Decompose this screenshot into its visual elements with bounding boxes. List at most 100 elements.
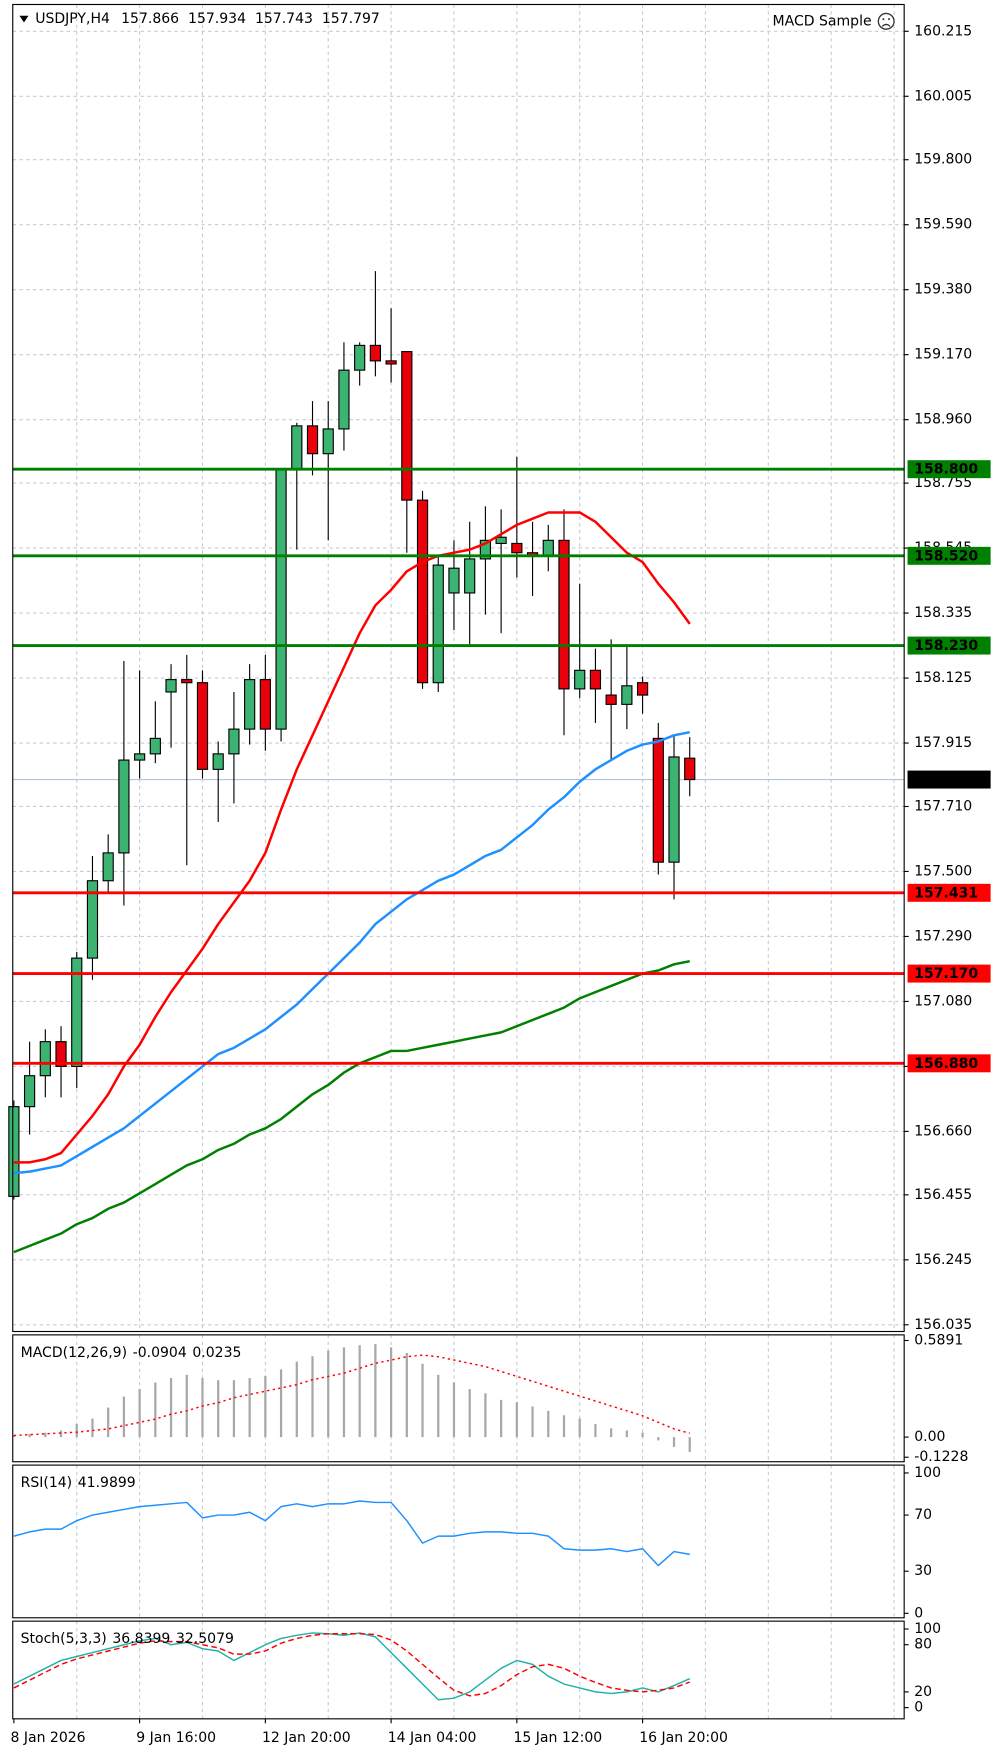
indicator-name: RSI(14) — [21, 1475, 73, 1491]
candle-body — [401, 351, 413, 501]
panel-frame — [12, 1620, 905, 1720]
candle-body — [385, 360, 397, 365]
y-tick-label: 159.800 — [914, 152, 972, 168]
y-tick-label: 157.710 — [914, 798, 972, 814]
candle-body — [71, 957, 83, 1067]
candle-body — [574, 669, 586, 690]
indicator-value: 41.9899 — [78, 1475, 136, 1491]
indicator-value: -0.0904 — [133, 1345, 187, 1361]
candle-body — [165, 679, 177, 693]
level-label: 156.880 — [914, 1056, 978, 1072]
y-tick-label: 160.215 — [914, 23, 972, 39]
indicator-header: Stoch(5,3,3) 36.8399 32.5079 — [21, 1631, 234, 1647]
y-tick-label: 0.5891 — [914, 1332, 963, 1348]
candle-body — [432, 564, 444, 684]
candle-body — [338, 369, 350, 430]
indicator-line — [13, 730, 690, 1175]
header-close: 157.797 — [322, 11, 380, 27]
y-tick-label: 100 — [914, 1621, 941, 1637]
indicator-name: MACD(12,26,9) — [21, 1345, 127, 1361]
candle-body — [322, 428, 334, 455]
expert-icon-eye — [882, 18, 885, 21]
y-tick-label: 159.170 — [914, 347, 972, 363]
candle-body — [149, 737, 161, 755]
candle-body — [275, 468, 287, 730]
candle-body — [684, 757, 696, 781]
y-tick-label: 70 — [914, 1507, 932, 1523]
y-tick-label: 0 — [914, 1605, 923, 1621]
candle-body — [196, 682, 209, 770]
indicator-header: RSI(14) 41.9899 — [21, 1475, 136, 1491]
candle-body — [228, 728, 240, 755]
candle-body — [134, 753, 146, 761]
x-tick-label: 12 Jan 20:00 — [262, 1730, 351, 1746]
header-low: 157.743 — [255, 11, 313, 27]
panel-frame — [12, 3, 905, 1333]
candle-body — [542, 539, 554, 557]
indicator-header: MACD(12,26,9) -0.0904 0.0235 — [21, 1345, 242, 1361]
y-tick-label: 30 — [914, 1563, 932, 1579]
candle-body — [605, 694, 617, 705]
candle-body — [495, 536, 507, 545]
expert-icon-eye — [887, 18, 891, 21]
header-high: 157.934 — [188, 11, 246, 27]
indicator-name: Stoch(5,3,3) — [21, 1631, 107, 1647]
expert-icon[interactable] — [877, 12, 895, 30]
y-tick-label: 159.590 — [914, 217, 972, 233]
candle-body — [511, 542, 523, 554]
candle-body — [479, 539, 492, 560]
expert-name: MACD Sample — [773, 13, 872, 29]
candle-body — [369, 344, 381, 362]
y-tick-label: 158.335 — [914, 605, 972, 621]
dropdown-arrow[interactable] — [19, 15, 29, 23]
level-label: 157.170 — [914, 966, 978, 982]
x-tick-label: 14 Jan 04:00 — [388, 1730, 477, 1746]
candle-body — [636, 682, 649, 696]
current-price-label: 157.797 — [914, 772, 978, 788]
candle-body — [55, 1041, 67, 1067]
candle-body — [244, 679, 256, 730]
level-label-box — [907, 460, 991, 479]
candle-body — [212, 753, 224, 770]
indicator-line — [13, 1500, 690, 1567]
y-tick-label: 156.660 — [914, 1123, 972, 1139]
candle-body — [39, 1041, 51, 1077]
current-price-box — [907, 770, 991, 789]
x-tick-label: 16 Jan 20:00 — [639, 1730, 728, 1746]
y-tick-label: 158.755 — [914, 475, 972, 491]
level-label: 157.431 — [914, 885, 978, 901]
y-tick-label: 157.080 — [914, 993, 972, 1009]
level-label: 158.800 — [914, 462, 978, 478]
text-layer: USDJPY,H4 157.866 157.934 157.743 157.79… — [11, 11, 991, 1746]
candle-body — [291, 425, 303, 470]
y-tick-label: 100 — [914, 1465, 941, 1481]
y-tick-label: 156.245 — [914, 1252, 972, 1268]
header-open: 157.866 — [121, 11, 179, 27]
x-tick-label: 9 Jan 16:00 — [136, 1730, 216, 1746]
level-label-box — [907, 636, 991, 655]
y-tick-label: 156.035 — [914, 1317, 972, 1333]
frame-layer — [12, 3, 909, 1724]
data-layer — [8, 271, 905, 1701]
panel-frame — [12, 1334, 905, 1463]
level-label: 158.520 — [914, 548, 978, 564]
chart-header: USDJPY,H4 157.866 157.934 157.743 157.79… — [35, 11, 380, 27]
level-label-box — [907, 964, 991, 983]
candle-body — [23, 1075, 36, 1108]
candle-body — [558, 539, 570, 690]
level-label: 158.230 — [914, 638, 978, 654]
level-label-box — [907, 883, 991, 902]
indicator-value: 0.0235 — [192, 1345, 241, 1361]
y-tick-label: 159.380 — [914, 282, 972, 298]
candle-body — [8, 1106, 20, 1197]
y-tick-label: 157.290 — [914, 928, 972, 944]
candle-body — [354, 344, 366, 371]
candle-body — [181, 679, 193, 684]
candle-body — [668, 756, 680, 863]
candle-body — [589, 669, 602, 690]
y-tick-label: 80 — [914, 1637, 932, 1653]
y-tick-label: 0.00 — [914, 1429, 945, 1445]
